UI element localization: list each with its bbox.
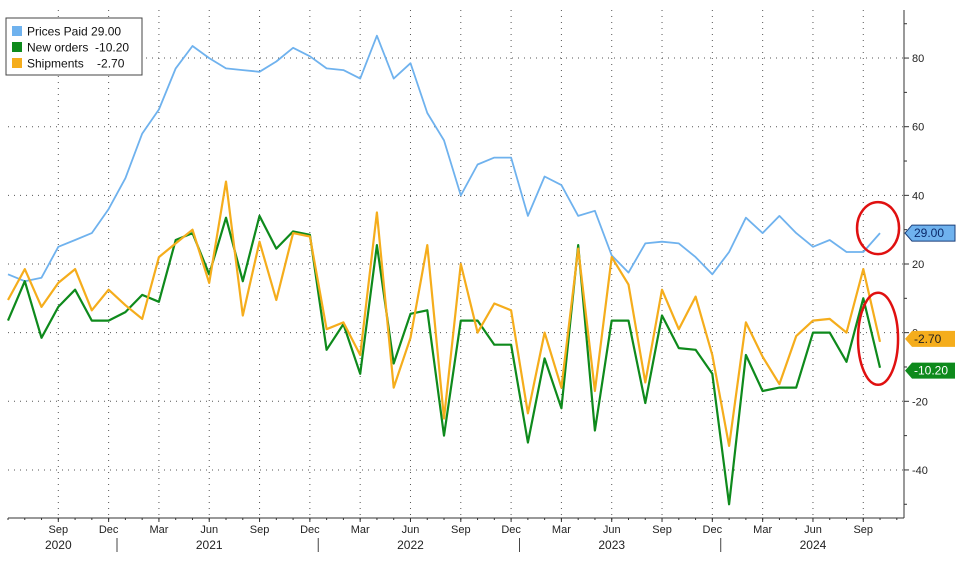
x-tick-label: Mar	[552, 524, 571, 536]
legend-label-new-orders: New orders -10.20	[27, 41, 129, 55]
series-lines	[6, 34, 882, 506]
legend-swatch-new-orders	[12, 42, 22, 52]
x-tick-label: Jun	[200, 524, 218, 536]
x-tick-label: Jun	[603, 524, 621, 536]
y-tick-label: -40	[912, 465, 928, 477]
year-label: 2020	[45, 538, 72, 552]
grid-lines	[8, 10, 904, 518]
series-line-new-orders	[6, 214, 882, 506]
y-tick-label: 40	[912, 190, 924, 202]
legend-label-shipments: Shipments -2.70	[27, 57, 125, 71]
x-tick-label: Jun	[804, 524, 822, 536]
last-value-tag-shipments	[905, 330, 955, 347]
legend-swatch-shipments	[12, 58, 22, 68]
x-tick-label: Mar	[753, 524, 772, 536]
year-label: 2024	[800, 538, 827, 552]
legend-swatch-prices-paid	[12, 26, 22, 36]
x-tick-label: Sep	[250, 524, 270, 536]
last-value-label-shipments: -2.70	[914, 332, 942, 346]
legend-label-prices-paid: Prices Paid 29.00	[27, 25, 121, 39]
annotation-circle-orders-shipments	[856, 291, 900, 387]
legend: Prices Paid 29.00 New orders -10.20 Ship…	[5, 17, 143, 76]
year-label: 2022	[397, 538, 424, 552]
x-tick-label: Dec	[501, 524, 521, 536]
y-tick-label: 20	[912, 259, 924, 271]
last-value-label-prices-paid: 29.00	[914, 226, 944, 240]
x-tick-label: Sep	[49, 524, 69, 536]
year-label: 2021	[196, 538, 223, 552]
y-tick-label: 60	[912, 122, 924, 134]
last-value-tags: 29.00 -10.20 -2.70	[904, 224, 956, 379]
x-axis: Sep Dec Mar Jun Sep Dec Mar Jun Sep Dec Mar Jun Sep D…	[7, 517, 904, 552]
last-value-tag-prices-paid	[904, 224, 956, 242]
year-label: 2023	[598, 538, 625, 552]
x-tick-label: Sep	[853, 524, 873, 536]
x-tick-label: Mar	[149, 524, 168, 536]
y-axis: -40-20020406080	[903, 10, 928, 518]
x-tick-label: Mar	[351, 524, 370, 536]
y-tick-label: 80	[912, 53, 924, 65]
x-tick-label: Dec	[703, 524, 723, 536]
y-tick-label: -20	[912, 396, 928, 408]
annotation-circle-prices-paid	[855, 200, 901, 256]
x-tick-label: Sep	[652, 524, 672, 536]
x-tick-label: Dec	[99, 524, 119, 536]
x-tick-label: Jun	[402, 524, 420, 536]
x-tick-label: Sep	[451, 524, 471, 536]
last-value-label-new-orders: -10.20	[914, 364, 948, 378]
x-tick-label: Dec	[300, 524, 320, 536]
annotation-circles	[855, 200, 901, 387]
last-value-tag-new-orders	[905, 362, 955, 379]
legend-box	[5, 17, 143, 76]
